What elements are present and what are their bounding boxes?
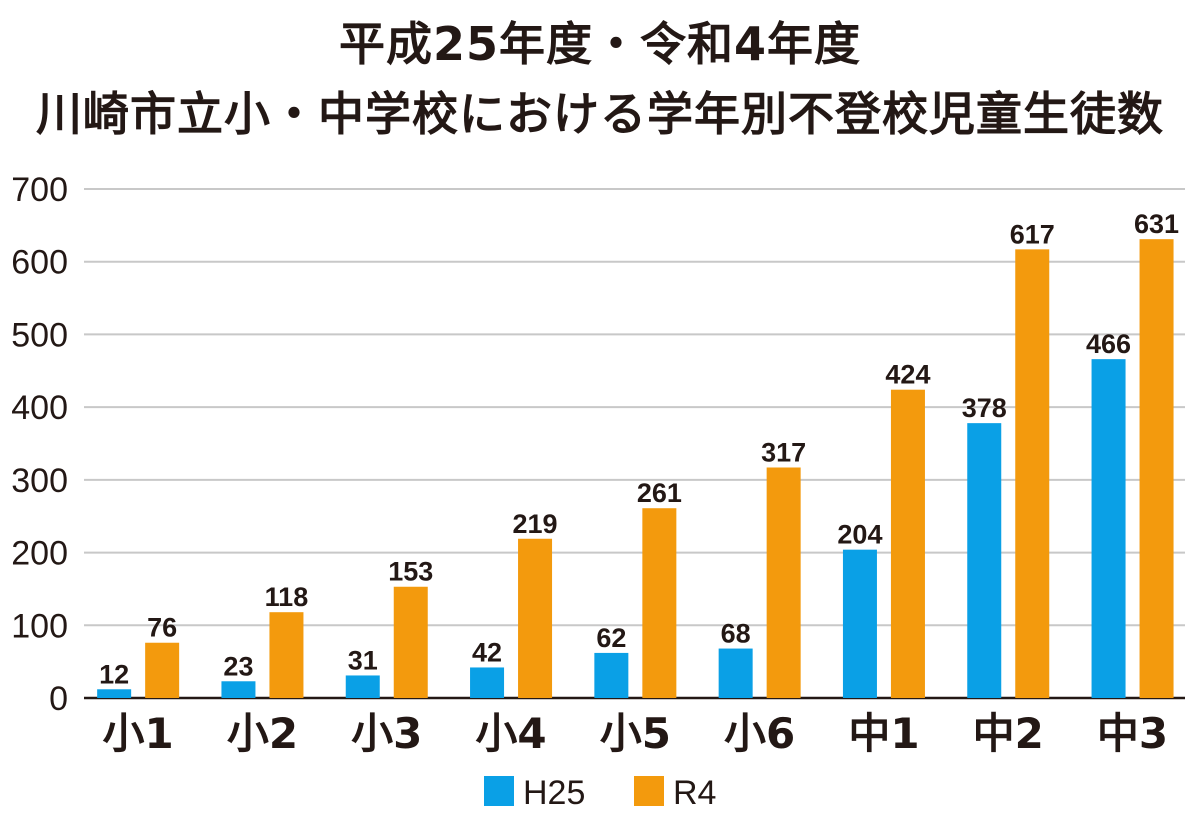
y-tick-label: 600: [11, 244, 68, 282]
x-tick-label: 小1: [103, 709, 174, 758]
x-tick-label: 中1: [848, 709, 919, 758]
bar-r4: [766, 467, 801, 698]
bar-r4: [1015, 249, 1050, 699]
data-label-h25: 31: [348, 645, 378, 675]
y-tick-label: 700: [11, 171, 68, 209]
y-tick-label: 500: [11, 316, 68, 354]
y-tick-label: 200: [11, 535, 68, 573]
x-tick-label: 小5: [600, 709, 671, 758]
legend-swatch-h25: [484, 776, 514, 806]
bar-h25: [967, 423, 1002, 698]
legend-label-h25: H25: [523, 774, 585, 812]
data-label-h25: 68: [721, 619, 751, 649]
bar-r4: [642, 508, 677, 698]
y-tick-label: 300: [11, 462, 68, 500]
bar-r4: [1139, 239, 1174, 698]
data-label-h25: 62: [596, 623, 626, 653]
y-tick-label: 400: [11, 389, 68, 427]
bar-h25: [345, 675, 380, 698]
data-label-r4: 617: [1010, 219, 1055, 249]
chart-title: 平成25年度・令和4年度: [338, 17, 862, 71]
data-label-r4: 118: [265, 582, 309, 612]
data-label-h25: 466: [1086, 329, 1131, 359]
bar-h25: [842, 549, 877, 698]
chart-subtitle: 川崎市立小・中学校における学年別不登校児童生徒数: [36, 87, 1164, 141]
bar-h25: [1091, 359, 1126, 698]
data-label-r4: 631: [1134, 209, 1179, 239]
bar-h25: [97, 689, 132, 698]
data-label-r4: 317: [761, 437, 806, 467]
data-label-r4: 424: [885, 360, 930, 390]
bar-h25: [470, 667, 505, 698]
y-tick-label: 100: [11, 607, 68, 645]
x-tick-label: 小4: [475, 709, 546, 758]
x-tick-label: 小6: [724, 709, 795, 758]
bar-r4: [269, 612, 304, 698]
data-label-r4: 153: [388, 557, 433, 587]
bar-h25: [594, 652, 629, 698]
bar-r4: [145, 642, 180, 698]
data-label-h25: 23: [223, 651, 253, 681]
bar-h25: [718, 648, 753, 698]
legend-label-r4: R4: [673, 774, 716, 812]
data-label-r4: 219: [513, 509, 558, 539]
bar-h25: [221, 681, 256, 698]
y-tick-label: 0: [49, 680, 68, 718]
x-tick-label: 小3: [351, 709, 422, 758]
data-label-r4: 261: [637, 478, 682, 508]
data-label-h25: 204: [837, 520, 882, 550]
bar-r4: [393, 586, 428, 698]
data-label-h25: 378: [962, 393, 1007, 423]
x-tick-label: 中2: [973, 709, 1044, 758]
bar-r4: [518, 538, 553, 698]
data-label-h25: 42: [472, 637, 502, 667]
x-tick-label: 中3: [1097, 709, 1168, 758]
data-label-h25: 12: [99, 659, 129, 689]
x-tick-label: 小2: [227, 709, 298, 758]
legend-swatch-r4: [634, 776, 664, 806]
bar-r4: [890, 389, 925, 698]
data-label-r4: 76: [147, 613, 177, 643]
